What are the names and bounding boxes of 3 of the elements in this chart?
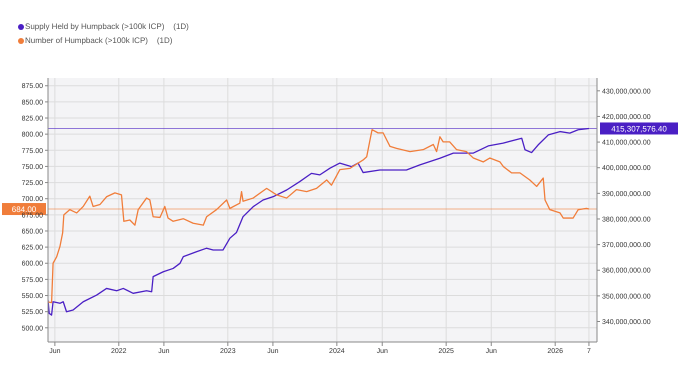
legend-label: Supply Held by Humpback (>100k ICP) (1D) <box>25 21 189 33</box>
legend-label: Number of Humpback (>100k ICP) (1D) <box>25 35 172 47</box>
ref-line-label: 415,307,576.40 <box>611 124 668 134</box>
